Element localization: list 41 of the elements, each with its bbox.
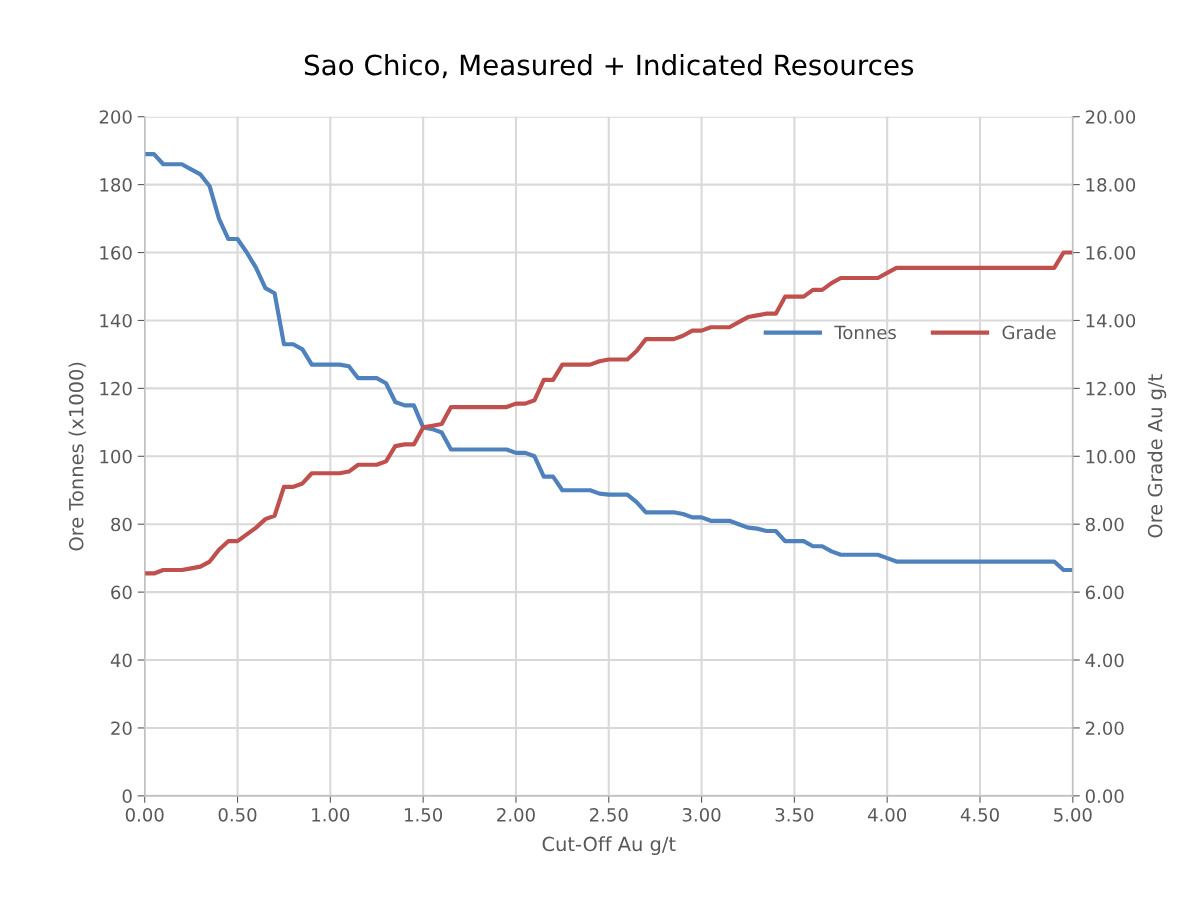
x-axis-title: Cut-Off Au g/t	[542, 836, 676, 856]
y-tick-label: 60	[111, 585, 132, 600]
y-tick-label: 40	[110, 653, 132, 668]
x-tick-label: 0.00	[125, 807, 164, 822]
x-tick-label: 5.00	[1054, 807, 1092, 822]
y2-tick-label: 20.00	[1085, 110, 1136, 124]
x-tick-label: 0.50	[218, 807, 257, 822]
y-tick-label: 80	[111, 517, 132, 532]
y-tick-label: 160	[100, 246, 132, 260]
y2-tick-label: 16.00	[1086, 246, 1136, 260]
line-series	[144, 250, 1073, 576]
line-series	[144, 151, 1073, 573]
y-tick-label: 200	[99, 110, 132, 124]
x-tick-label: 2.00	[497, 807, 535, 822]
legend-label: Tonnes	[834, 325, 896, 340]
y2-tick-label: 12.00	[1086, 381, 1136, 396]
x-tick-label: 4.50	[960, 807, 999, 822]
y2-tick-label: 6.00	[1085, 585, 1124, 600]
x-tick-label: 1.00	[312, 807, 350, 822]
y2-tick-label: 18.00	[1086, 178, 1136, 192]
y-tick-label: 100	[100, 449, 132, 464]
y-axis-title: Ore Tonnes (x1000)	[68, 362, 86, 551]
y2-tick-label: 4.00	[1085, 653, 1124, 668]
y-tick-label: 180	[100, 178, 132, 192]
y-tick-label: 140	[100, 313, 132, 328]
x-tick-label: 3.50	[775, 807, 814, 822]
x-tick-label: 1.50	[405, 807, 443, 822]
y2-axis-title: Ore Grade Au g/t	[1147, 374, 1167, 538]
y2-tick-label: 2.00	[1085, 721, 1124, 736]
y2-tick-label: 10.00	[1086, 449, 1136, 464]
y2-tick-label: 8.00	[1085, 517, 1124, 532]
x-tick-label: 3.00	[682, 807, 721, 822]
y2-tick-label: 14.00	[1086, 313, 1136, 328]
x-tick-label: 4.00	[867, 807, 907, 822]
y-tick-label: 120	[100, 381, 132, 396]
chart-title: Sao Chico, Measured + Indicated Resources	[304, 53, 914, 79]
y-tick-label: 20	[111, 721, 132, 736]
x-tick-label: 2.50	[589, 807, 628, 822]
y-tick-label: 0	[122, 789, 132, 803]
legend-label: Grade	[1002, 325, 1056, 340]
y2-tick-label: 0.00	[1085, 789, 1124, 803]
